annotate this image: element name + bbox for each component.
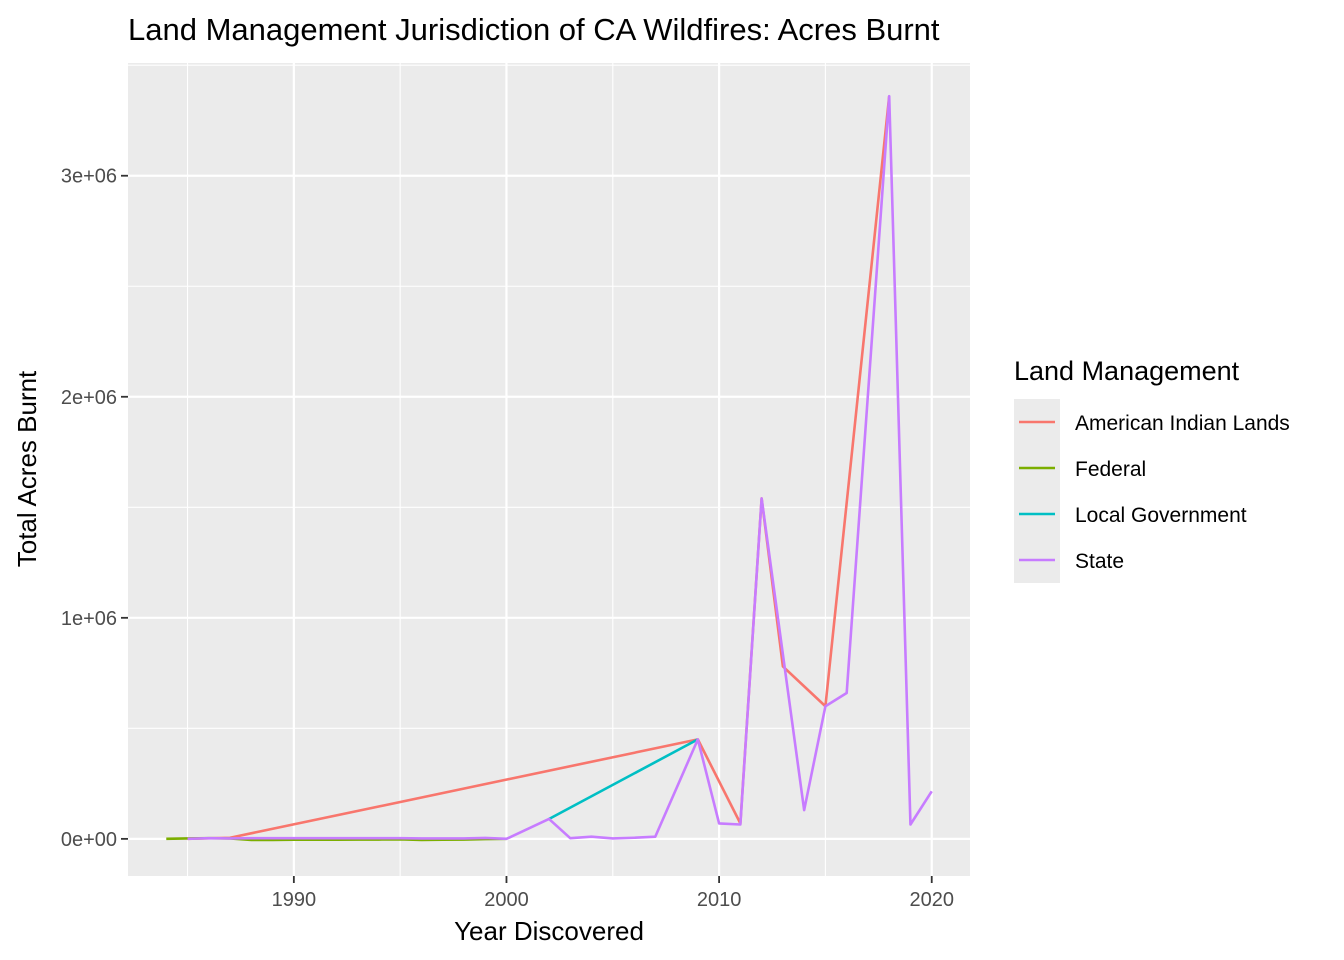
y-tick-label: 1e+06 [61, 608, 117, 630]
y-axis-title: Total Acres Burnt [12, 370, 42, 567]
chart-title: Land Management Jurisdiction of CA Wildf… [128, 12, 940, 47]
y-axis: 0e+00 1e+06 2e+06 3e+06 [61, 166, 128, 851]
minor-gridlines [128, 63, 970, 876]
x-axis: 1990 2000 2010 2020 [272, 876, 954, 911]
major-gridlines [128, 63, 970, 876]
series-lines [166, 94, 933, 842]
legend: Land Management American Indian Lands Fed… [1014, 356, 1290, 583]
y-tick-label: 0e+00 [61, 829, 117, 851]
legend-label-local-government: Local Government [1075, 504, 1247, 527]
plot-panel [128, 63, 970, 876]
x-tick-label: 2020 [909, 889, 954, 911]
y-tick-label: 3e+06 [61, 166, 117, 188]
legend-label-state: State [1075, 550, 1124, 573]
legend-label-federal: Federal [1075, 458, 1146, 481]
series-line-local-government [548, 738, 699, 821]
legend-key-background [1014, 399, 1060, 583]
y-tick-label: 2e+06 [61, 387, 117, 409]
x-tick-label: 2010 [697, 889, 742, 911]
x-tick-label: 2000 [484, 889, 529, 911]
x-tick-label: 1990 [272, 889, 317, 911]
legend-label-american-indian-lands: American Indian Lands [1075, 412, 1290, 435]
x-axis-title: Year Discovered [454, 916, 644, 946]
legend-title: Land Management [1014, 356, 1240, 386]
series-line-state [187, 94, 933, 841]
